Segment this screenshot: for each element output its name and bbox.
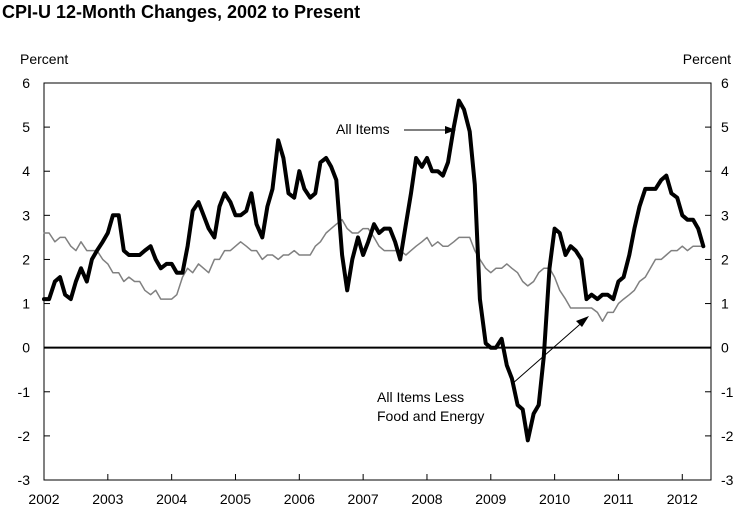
x-tick-label: 2011 — [603, 491, 633, 507]
y-tick-label-right: -2 — [721, 428, 734, 444]
y-tick-label-left: 5 — [22, 119, 30, 135]
y-tick-label-left: -2 — [18, 428, 31, 444]
core-arrowhead — [576, 316, 589, 327]
core-annotation-line2: Food and Energy — [377, 408, 484, 424]
all-items-line — [42, 98, 706, 443]
x-tick-label: 2012 — [667, 491, 698, 507]
y-tick-label-right: 3 — [721, 207, 729, 223]
plot-frame — [43, 82, 712, 481]
y-tick-label-left: 0 — [22, 340, 30, 356]
y-tick-label-left: -3 — [18, 472, 31, 488]
y-tick-label-left: 6 — [22, 75, 30, 91]
core-annotation-line1: All Items Less — [377, 389, 464, 405]
y-tick-label-left: 1 — [22, 296, 30, 312]
y-tick-label-right: 5 — [721, 119, 729, 135]
y-tick-label-left: 2 — [22, 251, 30, 267]
axis-ticks: 6 6 5 5 4 4 3 3 2 2 1 1 0 0 -1 -1 -2 -2 -3 -3 2002 2003 2004 20… — [18, 75, 734, 507]
y-tick-label-left: 4 — [22, 163, 30, 179]
x-tick-label: 2003 — [92, 491, 123, 507]
x-tick-label: 2008 — [411, 491, 442, 507]
x-tick-label: 2009 — [475, 491, 506, 507]
all-items-arrowhead — [445, 126, 456, 134]
x-tick-label: 2002 — [28, 491, 59, 507]
series-layer — [42, 98, 706, 443]
chart-title: CPI-U 12-Month Changes, 2002 to Present — [2, 2, 360, 22]
y-axis-label-right: Percent — [683, 51, 731, 67]
y-tick-label-right: 6 — [721, 75, 729, 91]
x-tick-label: 2004 — [156, 491, 187, 507]
x-tick-label: 2010 — [539, 491, 570, 507]
x-tick-label: 2007 — [348, 491, 379, 507]
y-tick-label-left: 3 — [22, 207, 30, 223]
all-items-annotation: All Items — [336, 121, 390, 137]
y-tick-label-left: -1 — [18, 384, 31, 400]
y-tick-label-right: -1 — [721, 384, 734, 400]
x-tick-label: 2005 — [220, 491, 251, 507]
y-tick-label-right: 2 — [721, 251, 729, 267]
y-tick-label-right: -3 — [721, 472, 734, 488]
x-tick-label: 2006 — [284, 491, 315, 507]
y-axis-label-left: Percent — [20, 51, 68, 67]
y-tick-label-right: 0 — [721, 340, 729, 356]
y-tick-label-right: 4 — [721, 163, 729, 179]
core-cpi-line — [43, 218, 705, 322]
y-tick-label-right: 1 — [721, 296, 729, 312]
core-arrow-line — [511, 318, 587, 385]
